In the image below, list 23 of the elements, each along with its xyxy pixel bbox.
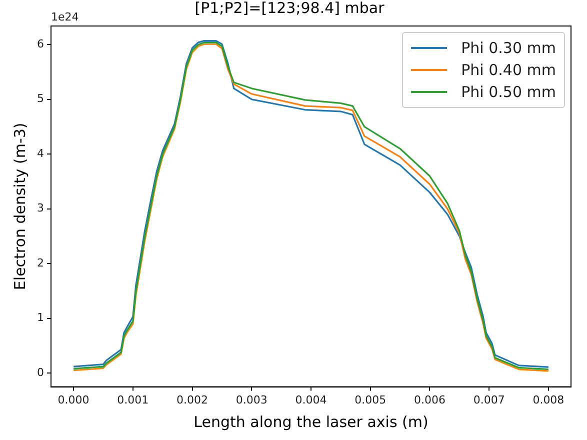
legend-label: Phi 0.50 mm xyxy=(461,83,556,101)
x-tick-label: 0.000 xyxy=(58,393,90,406)
y-tick-label: 2 xyxy=(37,256,44,270)
x-tick-label: 0.005 xyxy=(354,393,386,406)
y-tick-label: 6 xyxy=(37,37,44,50)
legend-label: Phi 0.30 mm xyxy=(461,39,556,57)
x-tick-label: 0.007 xyxy=(473,393,505,406)
x-tick-label: 0.002 xyxy=(176,393,208,406)
legend-label: Phi 0.40 mm xyxy=(461,61,556,79)
x-tick-label: 0.006 xyxy=(414,393,446,406)
x-axis-title: Length along the laser axis (m) xyxy=(194,412,428,431)
y-axis-title: Electron density (m-3) xyxy=(10,122,29,290)
y-tick-label: 3 xyxy=(37,202,44,215)
y-tick-label: 1 xyxy=(37,311,44,324)
x-tick-label: 0.008 xyxy=(532,393,564,406)
x-tick-label: 0.001 xyxy=(117,393,149,406)
y-tick-label: 4 xyxy=(37,146,44,160)
chart-title: [P1;P2]=[123;98.4] mbar xyxy=(194,0,386,17)
x-tick-label: 0.003 xyxy=(236,393,268,406)
y-tick-label: 5 xyxy=(37,92,44,106)
x-tick-label: 0.004 xyxy=(295,393,327,406)
y-tick-label: 0 xyxy=(37,366,44,379)
text: 1e24 xyxy=(51,10,79,24)
